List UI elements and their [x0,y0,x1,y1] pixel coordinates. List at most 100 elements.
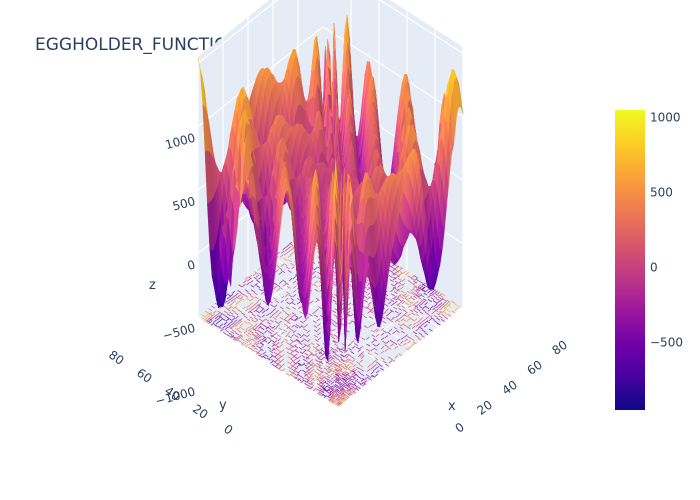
contour-segment [384,335,389,339]
contour-segment [326,365,331,369]
contour-segment [408,296,412,300]
contour-segment [410,318,415,322]
contour-segment [240,292,245,296]
contour-segment [410,288,415,292]
contour-segment [247,332,252,336]
contour-segment [318,360,323,364]
contour-segment [361,337,366,341]
contour-segment [306,343,311,347]
contour-segment [233,305,238,309]
contour-segment [222,331,227,335]
contour-segment [412,341,417,345]
contour-segment [244,344,249,348]
contour-segment [315,344,320,349]
contour-segment [288,259,293,263]
contour-segment [332,365,337,369]
contour-segment [420,299,424,303]
contour-segment [331,400,336,404]
contour-segment [270,339,275,343]
contour-segment [249,298,254,302]
contour-segment [412,291,417,295]
contour-segment [423,292,428,296]
contour-segment [411,312,416,316]
contour-segment [265,308,270,312]
contour-segment [418,296,423,300]
contour-segment [399,326,404,330]
contour-segment [347,353,352,357]
contour-segment [245,334,250,337]
contour-segment [375,333,380,338]
contour-segment [273,304,278,308]
contour-segment [340,347,344,351]
contour-segment [342,362,347,366]
contour-segment [324,377,329,380]
contour-segment [271,359,276,362]
contour-segment [317,327,321,331]
contour-segment [338,390,343,394]
contour-segment [341,358,346,362]
contour-segment [213,310,217,314]
contour-segment [320,349,325,353]
contour-segment [421,286,425,290]
contour-segment [422,300,426,304]
contour-segment [332,355,337,359]
contour-segment [253,337,258,341]
contour-segment [403,270,407,274]
contour-segment [388,310,393,314]
contour-segment [335,377,340,381]
contour-segment [431,292,435,296]
contour-segment [344,391,349,395]
contour-segment [306,370,311,374]
contour-segment [264,318,269,322]
contour-segment [286,301,291,305]
contour-segment [309,363,314,367]
contour-segment [334,353,339,357]
contour-segment [392,277,397,281]
contour-segment [317,355,322,359]
contour-segment [339,400,344,404]
contour-segment [314,280,318,284]
contour-segment [334,363,339,367]
contour-segment [330,363,334,367]
contour-segment [337,396,342,400]
contour-segment [290,353,295,357]
contour-segment [318,387,323,390]
contour-segment [418,293,423,297]
contour-segment [290,368,295,372]
contour-segment [418,332,423,336]
contour-segment [353,338,358,342]
contour-segment [328,398,333,402]
contour-segment [410,277,415,281]
contour-segment [434,293,439,297]
contour-segment [221,317,226,321]
contour-segment [332,340,337,344]
contour-segment [349,375,353,379]
contour-segment [248,276,252,280]
contour-segment [279,280,283,284]
contour-segment [274,361,279,365]
contour-segment [348,365,352,369]
contour-segment [291,312,296,316]
contour-segment [395,314,399,319]
contour-segment [221,312,226,316]
contour-segment [369,310,374,314]
contour-segment [291,324,295,328]
contour-segment [222,325,226,329]
contour-segment [302,350,307,354]
contour-segment [422,298,427,302]
contour-segment [372,338,377,342]
contour-segment [284,338,289,342]
contour-segment [447,313,452,317]
contour-segment [411,297,416,301]
contour-segment [332,401,337,405]
contour-segment [250,289,255,293]
contour-segment [446,309,451,313]
contour-segment [408,323,413,327]
contour-segment [329,358,334,362]
contour-segment [281,363,285,367]
contour-segment [317,323,321,327]
contour-segment [339,350,343,354]
contour-segment [290,328,294,332]
contour-segment [326,395,331,399]
